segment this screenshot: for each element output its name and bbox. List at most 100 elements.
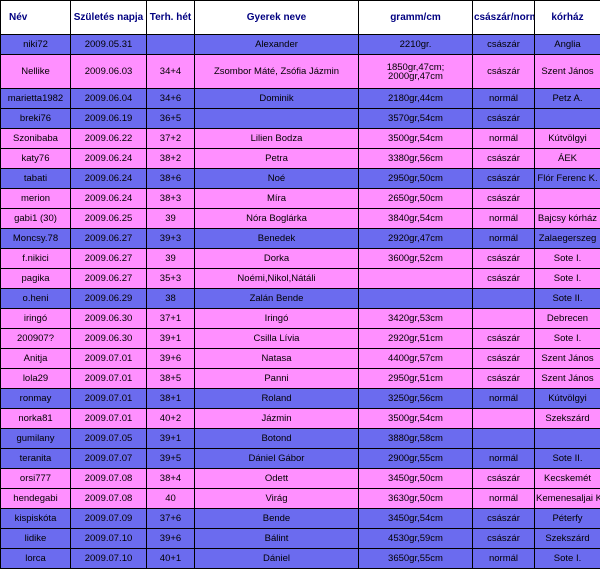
cell-delivery-type: császár xyxy=(473,349,535,369)
cell-pregnancy-week: 38+2 xyxy=(147,149,195,169)
cell-weight-length: 2650gr,50cm xyxy=(359,189,473,209)
cell-birth-date: 2009.06.19 xyxy=(71,109,147,129)
cell-delivery-type xyxy=(473,289,535,309)
cell-hospital xyxy=(535,429,600,449)
cell-delivery-type: császár xyxy=(473,529,535,549)
cell-birth-date: 2009.06.25 xyxy=(71,209,147,229)
cell-birth-date: 2009.06.29 xyxy=(71,289,147,309)
cell-hospital: Sote I. xyxy=(535,249,600,269)
cell-name: Szonibaba xyxy=(1,129,71,149)
cell-birth-date: 2009.07.05 xyxy=(71,429,147,449)
cell-birth-date: 2009.07.07 xyxy=(71,449,147,469)
cell-birth-date: 2009.05.31 xyxy=(71,35,147,55)
cell-birth-date: 2009.06.24 xyxy=(71,189,147,209)
cell-pregnancy-week: 40+2 xyxy=(147,409,195,429)
cell-birth-date: 2009.06.24 xyxy=(71,149,147,169)
cell-birth-date: 2009.07.01 xyxy=(71,369,147,389)
cell-weight-length: 4530gr,59cm xyxy=(359,529,473,549)
cell-name: iringó xyxy=(1,309,71,329)
cell-name: breki76 xyxy=(1,109,71,129)
cell-child-name: Nóra Boglárka xyxy=(195,209,359,229)
cell-name: katy76 xyxy=(1,149,71,169)
cell-name: pagika xyxy=(1,269,71,289)
cell-delivery-type xyxy=(473,309,535,329)
cell-birth-date: 2009.07.01 xyxy=(71,349,147,369)
cell-delivery-type: normál xyxy=(473,129,535,149)
cell-name: gabi1 (30) xyxy=(1,209,71,229)
cell-delivery-type: császár xyxy=(473,35,535,55)
cell-pregnancy-week: 39+6 xyxy=(147,529,195,549)
cell-name: hendegabi xyxy=(1,489,71,509)
column-header-delivery-type: császár/normál xyxy=(473,1,535,35)
cell-hospital: ÁEK xyxy=(535,149,600,169)
cell-child-name: Jázmin xyxy=(195,409,359,429)
cell-delivery-type: császár xyxy=(473,249,535,269)
cell-child-name: Zalán Bende xyxy=(195,289,359,309)
cell-name: teranita xyxy=(1,449,71,469)
cell-pregnancy-week: 38+1 xyxy=(147,389,195,409)
cell-hospital: Kútvölgyi xyxy=(535,129,600,149)
cell-hospital: Kecskemét xyxy=(535,469,600,489)
cell-weight-length: 3500gr,54cm xyxy=(359,409,473,429)
cell-weight-length: 2950gr,50cm xyxy=(359,169,473,189)
cell-weight-length: 2900gr,55cm xyxy=(359,449,473,469)
cell-birth-date: 2009.07.08 xyxy=(71,469,147,489)
cell-delivery-type: normál xyxy=(473,89,535,109)
cell-child-name: Noé xyxy=(195,169,359,189)
cell-child-name: Iringó xyxy=(195,309,359,329)
cell-birth-date: 2009.06.03 xyxy=(71,55,147,89)
cell-hospital xyxy=(535,189,600,209)
cell-weight-length: 2950gr,51cm xyxy=(359,369,473,389)
cell-child-name: Odett xyxy=(195,469,359,489)
cell-hospital: Péterfy xyxy=(535,509,600,529)
cell-pregnancy-week: 39+1 xyxy=(147,329,195,349)
cell-child-name: Roland xyxy=(195,389,359,409)
cell-pregnancy-week: 38+6 xyxy=(147,169,195,189)
cell-child-name: Zsombor Máté, Zsófia Jázmin xyxy=(195,55,359,89)
cell-hospital: Szent János xyxy=(535,349,600,369)
cell-name: Moncsy.78 xyxy=(1,229,71,249)
cell-birth-date: 2009.06.04 xyxy=(71,89,147,109)
cell-hospital: Kútvölgyi xyxy=(535,389,600,409)
cell-pregnancy-week: 34+6 xyxy=(147,89,195,109)
cell-birth-date: 2009.07.09 xyxy=(71,509,147,529)
header-row: Név Születés napja Terh. hét Gyerek neve… xyxy=(1,1,600,35)
cell-birth-date: 2009.06.30 xyxy=(71,329,147,349)
cell-hospital: Kemenesaljai K xyxy=(535,489,600,509)
cell-name: norka81 xyxy=(1,409,71,429)
cell-hospital: Petz A. xyxy=(535,89,600,109)
cell-weight-length: 2180gr,44cm xyxy=(359,89,473,109)
cell-delivery-type xyxy=(473,429,535,449)
cell-name: marietta1982 xyxy=(1,89,71,109)
cell-child-name: Botond xyxy=(195,429,359,449)
cell-delivery-type: császár xyxy=(473,329,535,349)
cell-birth-date: 2009.06.22 xyxy=(71,129,147,149)
cell-pregnancy-week: 40 xyxy=(147,489,195,509)
cell-hospital: Sote II. xyxy=(535,449,600,469)
cell-child-name: Bálint xyxy=(195,529,359,549)
cell-delivery-type xyxy=(473,409,535,429)
cell-pregnancy-week: 38+5 xyxy=(147,369,195,389)
cell-name: Anitja xyxy=(1,349,71,369)
cell-pregnancy-week: 39+5 xyxy=(147,449,195,469)
cell-weight-length: 3420gr,53cm xyxy=(359,309,473,329)
column-header-hospital: kórház xyxy=(535,1,600,35)
cell-delivery-type: császár xyxy=(473,149,535,169)
cell-weight-length: 3450gr,54cm xyxy=(359,509,473,529)
cell-birth-date: 2009.06.27 xyxy=(71,269,147,289)
cell-child-name: Lilien Bodza xyxy=(195,129,359,149)
cell-name: kispiskóta xyxy=(1,509,71,529)
